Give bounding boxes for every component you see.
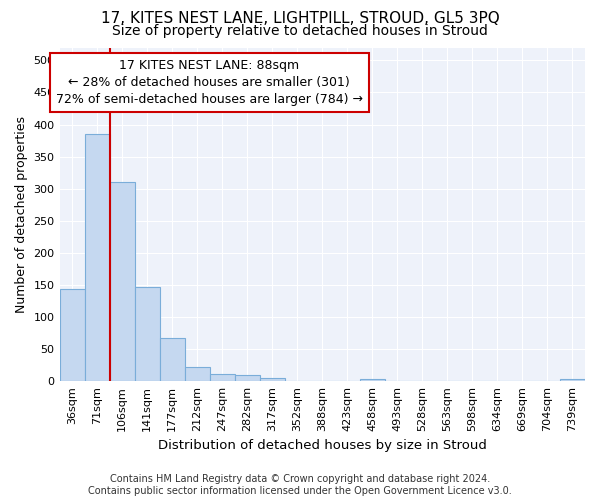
Bar bbox=[185, 367, 209, 381]
Bar bbox=[59, 290, 85, 381]
Bar bbox=[360, 378, 385, 381]
Bar bbox=[260, 378, 285, 381]
Bar bbox=[160, 338, 185, 381]
Bar bbox=[209, 374, 235, 381]
Bar bbox=[110, 182, 134, 381]
Bar bbox=[560, 378, 585, 381]
Text: 17, KITES NEST LANE, LIGHTPILL, STROUD, GL5 3PQ: 17, KITES NEST LANE, LIGHTPILL, STROUD, … bbox=[101, 11, 499, 26]
Text: Size of property relative to detached houses in Stroud: Size of property relative to detached ho… bbox=[112, 24, 488, 38]
Bar bbox=[134, 287, 160, 381]
Text: Contains HM Land Registry data © Crown copyright and database right 2024.
Contai: Contains HM Land Registry data © Crown c… bbox=[88, 474, 512, 496]
Text: 17 KITES NEST LANE: 88sqm
← 28% of detached houses are smaller (301)
72% of semi: 17 KITES NEST LANE: 88sqm ← 28% of detac… bbox=[56, 59, 363, 106]
Bar bbox=[235, 376, 260, 381]
Bar bbox=[85, 134, 110, 381]
X-axis label: Distribution of detached houses by size in Stroud: Distribution of detached houses by size … bbox=[158, 440, 487, 452]
Y-axis label: Number of detached properties: Number of detached properties bbox=[15, 116, 28, 313]
